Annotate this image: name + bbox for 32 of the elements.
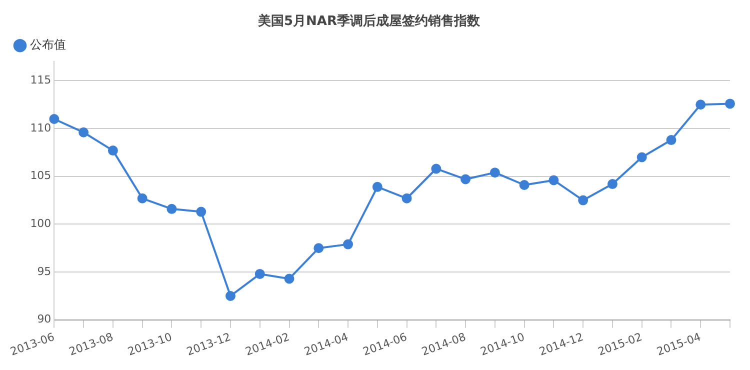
point (636, 152, 647, 162)
y-tick-label: 105 (30, 169, 52, 182)
point (578, 195, 588, 206)
point (490, 168, 500, 178)
point (108, 146, 118, 156)
legend-label: 公布值 (30, 38, 66, 52)
y-tick-label: 95 (37, 264, 52, 278)
point (548, 175, 559, 186)
point (166, 204, 177, 214)
point (372, 182, 382, 192)
y-tick-label: 115 (30, 74, 52, 87)
point (402, 193, 412, 204)
y-tick-label: 90 (37, 312, 52, 326)
point (343, 239, 354, 250)
point (78, 127, 89, 138)
point (666, 135, 676, 146)
y-tick-label: 110 (30, 121, 52, 134)
point (460, 174, 471, 184)
point (696, 100, 706, 110)
point (607, 179, 618, 190)
point (196, 206, 206, 217)
chart-title: 美国5月NAR季调后成屋签约销售指数 (257, 13, 481, 30)
point (254, 268, 265, 279)
point (225, 290, 236, 301)
point (49, 114, 60, 124)
point (284, 274, 294, 284)
point (314, 243, 324, 254)
y-tick-label: 100 (30, 217, 52, 230)
point (725, 98, 735, 109)
point (519, 180, 530, 190)
point (137, 193, 148, 204)
point (431, 164, 442, 174)
